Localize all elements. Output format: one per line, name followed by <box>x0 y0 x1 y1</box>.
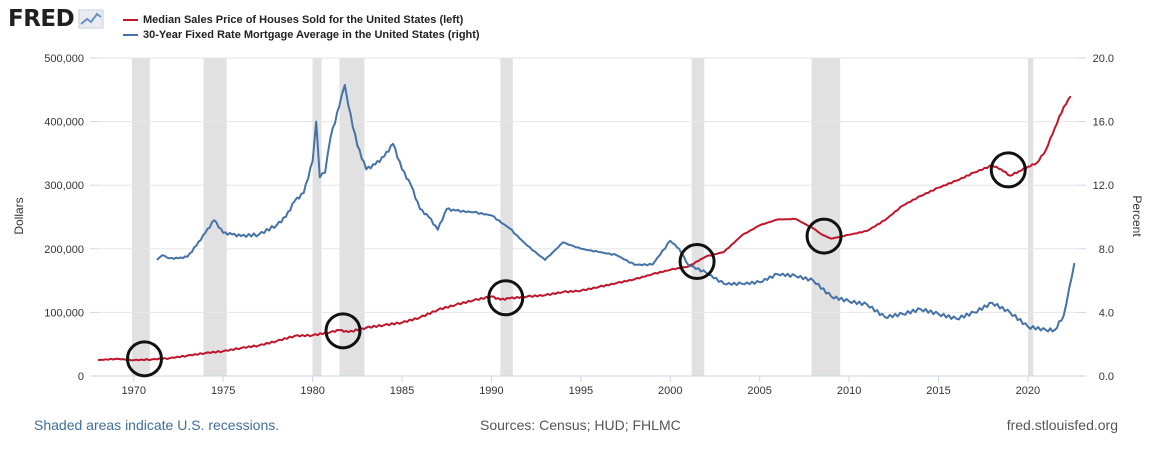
recession-band-1 <box>203 58 227 376</box>
series-line-0 <box>97 95 1072 362</box>
left-tick-label: 100,000 <box>44 307 84 319</box>
x-tick-label: 1995 <box>569 385 593 397</box>
x-tick-label: 1975 <box>211 385 235 397</box>
annotation-circle-0 <box>125 340 163 378</box>
x-tick-label: 1970 <box>122 385 146 397</box>
recession-band-5 <box>691 58 705 376</box>
right-tick-label: 4.0 <box>1099 307 1114 319</box>
recession-band-4 <box>500 58 513 376</box>
left-tick-label: 0 <box>78 371 84 383</box>
right-tick-label: 0.0 <box>1099 371 1114 383</box>
x-tick-label: 2015 <box>926 385 950 397</box>
series-line-1 <box>156 84 1076 333</box>
right-tick-label: 16.0 <box>1093 117 1114 129</box>
x-tick-label: 1985 <box>390 385 414 397</box>
recession-bands <box>131 58 1034 376</box>
recession-band-6 <box>811 58 841 376</box>
annotation-circle-4 <box>805 217 843 255</box>
legend-item-mortgage-rate[interactable]: 30-Year Fixed Rate Mortgage Average in t… <box>123 27 480 42</box>
x-tick-label: 2000 <box>658 385 682 397</box>
left-tick-label: 500,000 <box>44 53 84 65</box>
annotation-circle-5 <box>989 151 1027 189</box>
recession-band-2 <box>312 58 322 376</box>
x-tick-label: 2010 <box>837 385 861 397</box>
x-tick-label: 1980 <box>300 385 324 397</box>
left-tick-label: 400,000 <box>44 117 84 129</box>
fred-logo[interactable]: FRED <box>8 6 104 32</box>
left-tick-label: 300,000 <box>44 180 84 192</box>
annotations <box>125 151 1027 378</box>
legend-label-mortgage-rate: 30-Year Fixed Rate Mortgage Average in t… <box>143 28 480 41</box>
annotation-circle-3 <box>678 243 716 281</box>
series-lines <box>97 84 1076 362</box>
right-tick-label: 12.0 <box>1093 180 1114 192</box>
annotation-circle-1 <box>324 312 362 350</box>
right-tick-label: 20.0 <box>1093 53 1114 65</box>
gridlines <box>98 57 1078 313</box>
axes: 0 100,000 200,000 300,000 400,000 500,000 0.0 4… <box>44 53 1114 397</box>
recession-band-0 <box>131 58 150 376</box>
left-axis-label: Dollars <box>12 197 26 234</box>
recession-band-3 <box>339 58 365 376</box>
recession-band-7 <box>1027 58 1034 376</box>
legend-item-house-price[interactable]: Median Sales Price of Houses Sold for th… <box>123 12 480 27</box>
x-tick-label: 2020 <box>1016 385 1040 397</box>
recessions-note[interactable]: Shaded areas indicate U.S. recessions. <box>34 417 280 433</box>
right-tick-label: 8.0 <box>1099 244 1114 256</box>
site-link[interactable]: fred.stlouisfed.org <box>1006 417 1118 433</box>
x-tick-label: 1990 <box>479 385 503 397</box>
logo-text: FRED <box>8 6 75 32</box>
right-axis-label: Percent <box>1130 195 1144 237</box>
legend-label-house-price: Median Sales Price of Houses Sold for th… <box>143 13 464 26</box>
legend: Median Sales Price of Houses Sold for th… <box>123 12 480 42</box>
x-tick-label: 2005 <box>747 385 771 397</box>
legend-swatch-house-price <box>123 18 138 21</box>
left-tick-label: 200,000 <box>44 244 84 256</box>
annotation-circle-2 <box>487 279 525 317</box>
sources-text: Sources: Census; HUD; FHLMC <box>480 417 681 433</box>
trend-line-icon <box>78 9 104 29</box>
legend-swatch-mortgage-rate <box>123 33 138 36</box>
